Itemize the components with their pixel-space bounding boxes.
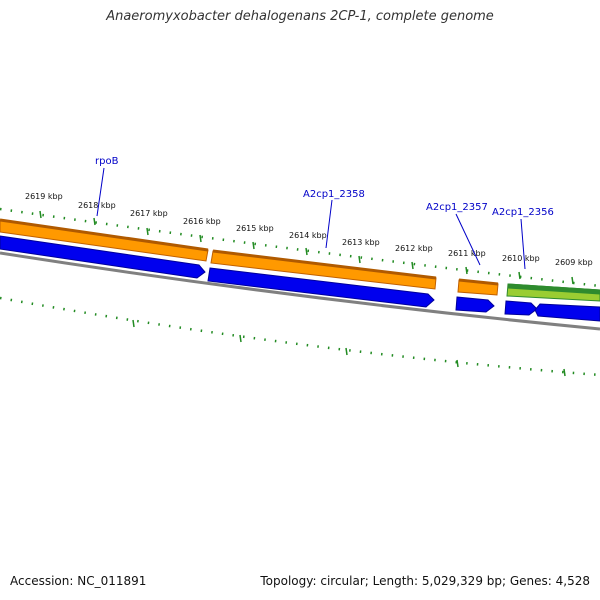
cds-reverse-4[interactable] xyxy=(504,300,538,316)
gene-labels: rpoB A2cp1_2358 A2cp1_2357 A2cp1_2356 xyxy=(95,156,554,270)
major-tick xyxy=(305,247,308,256)
kbp-label: 2619 kbp xyxy=(25,192,63,201)
genome-summary-text: Topology: circular; Length: 5,029,329 bp… xyxy=(260,574,590,588)
major-tick xyxy=(93,217,96,226)
major-tick xyxy=(132,319,135,328)
cds-reverse-3[interactable] xyxy=(455,296,495,313)
major-tick xyxy=(411,261,414,270)
inner-major-ticks xyxy=(132,319,566,377)
major-tick xyxy=(39,210,42,219)
kbp-label: 2612 kbp xyxy=(395,244,433,253)
rna-feature-edge xyxy=(507,283,600,295)
kbp-label: 2610 kbp xyxy=(502,254,540,263)
kbp-label: 2611 kbp xyxy=(448,249,486,258)
outer-tick-ring xyxy=(0,207,600,288)
leader-line-A2cp1_2357 xyxy=(455,213,481,266)
kbp-label: 2609 kbp xyxy=(555,258,593,267)
forward-strand-track xyxy=(0,218,600,302)
gene-label-A2cp1_2356[interactable]: A2cp1_2356 xyxy=(492,207,554,218)
cds-edge xyxy=(0,218,209,252)
kbp-label: 2616 kbp xyxy=(183,217,221,226)
kbp-label: 2615 kbp xyxy=(236,224,274,233)
cds-edge xyxy=(458,278,499,286)
leader-line-A2cp1_2358 xyxy=(325,199,333,249)
kbp-label: 2614 kbp xyxy=(289,231,327,240)
map-title: Anaeromyxobacter dehalogenans 2CP-1, com… xyxy=(106,9,494,24)
outer-major-ticks xyxy=(39,210,574,285)
gene-label-A2cp1_2358[interactable]: A2cp1_2358 xyxy=(303,189,365,200)
cds-reverse-2[interactable] xyxy=(207,267,435,308)
genome-backbone xyxy=(0,251,600,331)
major-tick xyxy=(199,234,202,243)
kbp-label: 2613 kbp xyxy=(342,238,380,247)
accession-text: Accession: NC_011891 xyxy=(10,574,147,588)
major-tick xyxy=(146,227,149,236)
kbp-labels: 2619 kbp 2618 kbp 2617 kbp 2616 kbp 2615… xyxy=(25,192,593,267)
leader-line-A2cp1_2356 xyxy=(520,218,526,270)
gene-label-A2cp1_2357[interactable]: A2cp1_2357 xyxy=(426,202,488,213)
major-tick xyxy=(239,334,242,343)
major-tick xyxy=(563,368,566,377)
cds-reverse-1[interactable] xyxy=(0,235,206,279)
cds-edge xyxy=(212,249,437,280)
kbp-label: 2618 kbp xyxy=(78,201,116,210)
major-tick xyxy=(252,241,255,250)
major-tick xyxy=(358,255,361,264)
major-tick xyxy=(345,347,348,356)
gene-label-rpoB[interactable]: rpoB xyxy=(95,156,119,167)
kbp-label: 2617 kbp xyxy=(130,209,168,218)
reverse-strand-track xyxy=(0,235,600,322)
major-tick xyxy=(518,271,521,280)
cds-reverse-5[interactable] xyxy=(534,303,600,322)
major-tick xyxy=(571,276,574,285)
major-tick xyxy=(465,266,468,275)
leader-line-rpoB xyxy=(96,167,105,217)
major-tick xyxy=(456,359,459,368)
